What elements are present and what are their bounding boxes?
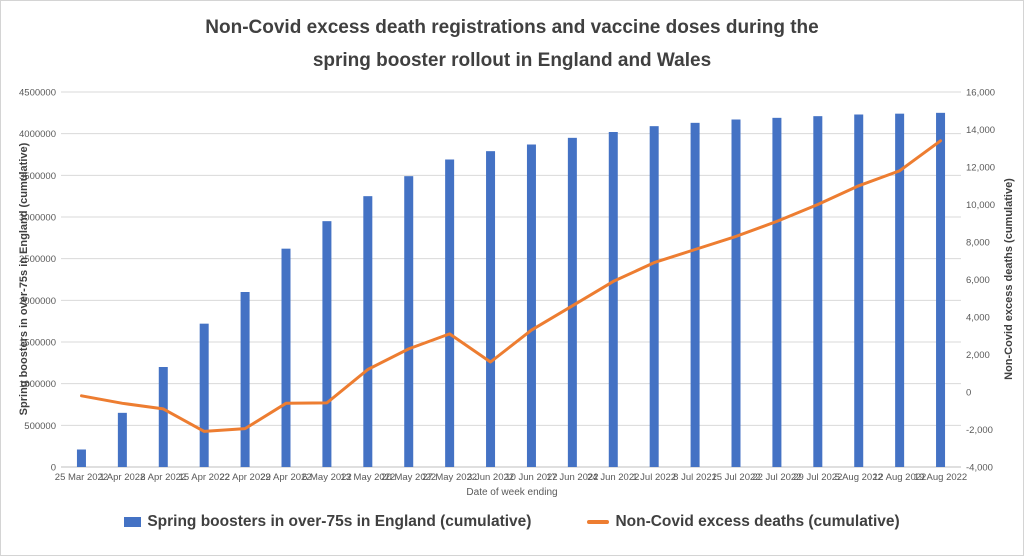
- svg-text:19 Aug 2022: 19 Aug 2022: [914, 472, 967, 483]
- svg-text:13 May 2022: 13 May 2022: [340, 472, 395, 483]
- bar: [486, 151, 496, 467]
- bar: [526, 144, 536, 467]
- svg-text:4000000: 4000000: [19, 129, 56, 140]
- bar: [813, 116, 823, 468]
- svg-text:4,000: 4,000: [966, 313, 990, 324]
- bar: [649, 126, 659, 468]
- svg-text:0: 0: [51, 463, 56, 474]
- svg-text:12 Aug 2022: 12 Aug 2022: [873, 472, 926, 483]
- svg-text:500000: 500000: [24, 421, 56, 432]
- svg-text:27 May 2022: 27 May 2022: [422, 472, 477, 483]
- bar: [199, 323, 209, 467]
- chart-title-line-2: spring booster rollout in England and Wa…: [312, 50, 712, 71]
- svg-text:1 Apr 2022: 1 Apr 2022: [99, 472, 145, 483]
- bar: [895, 113, 905, 468]
- svg-text:10,000: 10,000: [966, 200, 995, 211]
- legend-item-excess-deaths: Non-Covid excess deaths (cumulative): [587, 513, 900, 531]
- gridlines: [61, 91, 961, 468]
- bar: [281, 248, 291, 467]
- bar: [854, 114, 864, 467]
- y-axis-right-tick-labels: -4,000 -2,000 0 2,000 4,000 6,000 8,000 10,000 1…: [966, 88, 995, 474]
- svg-text:22 Apr 2022: 22 Apr 2022: [219, 472, 270, 483]
- y-axis-title-left: Spring boosters in over-75s in England (…: [18, 142, 30, 416]
- bar-series-swatch-icon: [124, 517, 142, 527]
- svg-text:3000000: 3000000: [19, 213, 56, 224]
- svg-text:22 Jul 2022: 22 Jul 2022: [752, 472, 801, 483]
- svg-text:20 May 2022: 20 May 2022: [381, 472, 436, 483]
- bar: [117, 412, 127, 467]
- svg-text:8 Jul 2022: 8 Jul 2022: [673, 472, 717, 483]
- svg-text:29 Jul 2022: 29 Jul 2022: [793, 472, 842, 483]
- svg-text:5 Aug 2022: 5 Aug 2022: [835, 472, 883, 483]
- chart-title: Non-Covid excess death registrations and…: [1, 11, 1023, 77]
- svg-text:6,000: 6,000: [966, 275, 990, 286]
- svg-text:24 Jun 2022: 24 Jun 2022: [587, 472, 639, 483]
- bar: [731, 119, 741, 467]
- svg-text:-4,000: -4,000: [966, 463, 993, 474]
- svg-text:16,000: 16,000: [966, 88, 995, 99]
- svg-text:6 May 2022: 6 May 2022: [302, 472, 352, 483]
- svg-text:2,000: 2,000: [966, 350, 990, 361]
- bar: [772, 117, 782, 467]
- bar: [158, 367, 168, 467]
- chart-title-line-1: Non-Covid excess death registrations and…: [205, 17, 819, 38]
- line-series-swatch-icon: [587, 520, 610, 524]
- bar: [76, 449, 86, 467]
- bars-series-spring-boosters: [76, 112, 946, 468]
- svg-text:15 Apr 2022: 15 Apr 2022: [179, 472, 230, 483]
- legend-label-boosters: Spring boosters in over-75s in England (…: [147, 513, 532, 530]
- svg-text:0: 0: [966, 388, 971, 399]
- bar: [690, 122, 700, 467]
- svg-text:29 Apr 2022: 29 Apr 2022: [260, 472, 311, 483]
- y-axis-left-tick-labels: 0 500000 1000000 1500000 2000000 2500000 30000…: [19, 88, 56, 474]
- legend-item-boosters: Spring boosters in over-75s in England (…: [124, 513, 531, 531]
- bar: [322, 221, 332, 467]
- legend: Spring boosters in over-75s in England (…: [1, 513, 1023, 531]
- bar: [404, 176, 414, 467]
- svg-text:-2,000: -2,000: [966, 425, 993, 436]
- svg-text:3500000: 3500000: [19, 171, 56, 182]
- bar: [608, 132, 618, 467]
- svg-text:14,000: 14,000: [966, 125, 995, 136]
- svg-text:1 Jul 2022: 1 Jul 2022: [632, 472, 676, 483]
- svg-text:10 Jun 2022: 10 Jun 2022: [505, 472, 557, 483]
- svg-text:2000000: 2000000: [19, 296, 56, 307]
- legend-label-excess-deaths: Non-Covid excess deaths (cumulative): [615, 513, 900, 530]
- y-axis-title-right: Non-Covid excess deaths (cumulative): [1003, 178, 1015, 380]
- svg-text:8,000: 8,000: [966, 238, 990, 249]
- x-axis-title: Date of week ending: [466, 487, 558, 498]
- svg-text:17 Jun 2022: 17 Jun 2022: [546, 472, 598, 483]
- svg-text:8 Apr 2022: 8 Apr 2022: [140, 472, 186, 483]
- svg-text:12,000: 12,000: [966, 163, 995, 174]
- bar: [363, 196, 373, 467]
- svg-text:4500000: 4500000: [19, 88, 56, 99]
- bar: [567, 137, 577, 468]
- svg-text:1000000: 1000000: [19, 379, 56, 390]
- svg-text:3 Jun 2022: 3 Jun 2022: [467, 472, 514, 483]
- bar: [240, 292, 250, 467]
- svg-text:25 Mar 2022: 25 Mar 2022: [55, 472, 108, 483]
- bar: [445, 159, 455, 467]
- svg-text:1500000: 1500000: [19, 338, 56, 349]
- svg-text:2500000: 2500000: [19, 254, 56, 265]
- line-series-excess-deaths: [80, 139, 942, 433]
- svg-text:15 Jul 2022: 15 Jul 2022: [711, 472, 760, 483]
- bar: [936, 112, 946, 467]
